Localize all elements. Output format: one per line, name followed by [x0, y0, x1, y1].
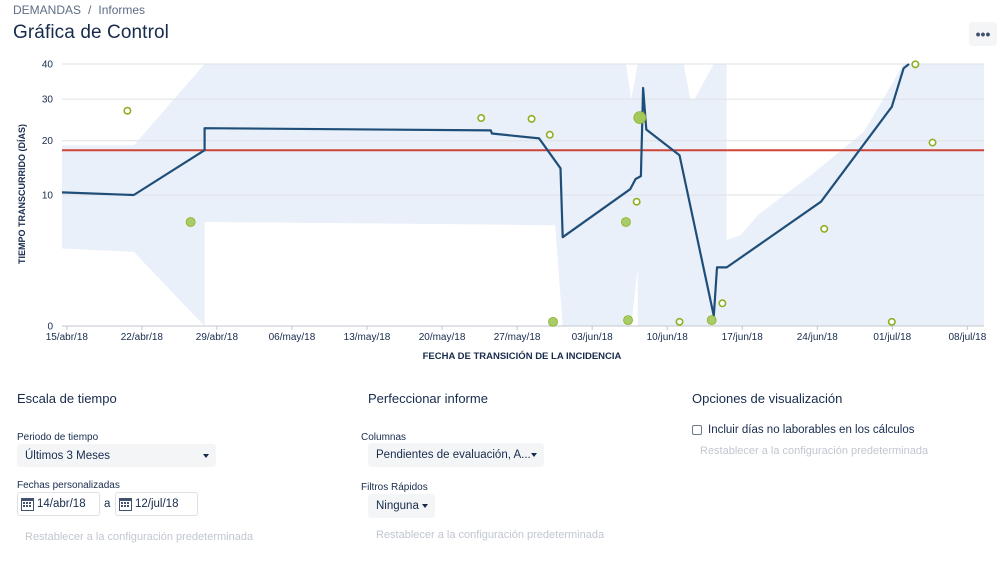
columns-select-value: Pendientes de evaluación, A...	[376, 449, 531, 461]
rolling-average-line	[61, 63, 910, 317]
issue-point	[911, 60, 920, 69]
custom-dates-label: Fechas personalizadas	[17, 480, 120, 491]
issue-point	[477, 114, 486, 123]
period-select-value: Últimos 3 Meses	[25, 449, 110, 462]
quick-filters-value: Ninguna	[376, 500, 419, 512]
display-options-title: Opciones de visualización	[692, 391, 843, 406]
issue-point	[632, 197, 641, 206]
quick-filters-select[interactable]: Ninguna	[368, 494, 435, 518]
non-working-days-label[interactable]: Incluir días no laborables en los cálcul…	[708, 424, 915, 436]
quick-filters-label: Filtros Rápidos	[361, 482, 428, 493]
chevron-down-icon	[531, 453, 537, 457]
issue-point	[706, 315, 717, 326]
time-scale-reset-link[interactable]: Restablecer a la configuración predeterm…	[25, 531, 254, 543]
issue-point	[928, 138, 937, 147]
chevron-down-icon	[422, 504, 428, 508]
calendar-icon[interactable]	[21, 497, 34, 511]
refine-report-title: Perfeccionar informe	[368, 391, 488, 406]
issue-point	[675, 317, 684, 326]
date-range-separator: a	[104, 498, 111, 510]
display-reset-link[interactable]: Restablecer a la configuración predeterm…	[700, 445, 929, 457]
x-tick-label: 10/jun/18	[647, 332, 689, 343]
control-chart: 0 10 20 30 40 15/abr/18 22/abr/18 29/abr/18 06/m…	[0, 56, 999, 366]
x-tick-label: 01/jul/18	[873, 332, 911, 343]
issue-point	[820, 224, 829, 233]
y-tick-label: 40	[42, 60, 54, 71]
y-axis-label: TIEMPO TRANSCURRIDO (DÍAS)	[17, 124, 27, 264]
y-tick-label: 30	[42, 95, 54, 106]
x-tick-label: 24/jun/18	[797, 332, 839, 343]
columns-select[interactable]: Pendientes de evaluación, A...	[368, 443, 544, 467]
date-from-value: 14/abr/18	[37, 498, 86, 510]
issue-point	[718, 299, 727, 308]
issue-point	[623, 315, 633, 326]
chart-tick-labels: 0 10 20 30 40 15/abr/18 22/abr/18 29/abr/18 06/m…	[42, 60, 987, 344]
more-actions-button[interactable]: •••	[969, 22, 997, 46]
breadcrumb: DEMANDAS / Informes	[13, 3, 145, 17]
y-tick-label: 10	[42, 191, 54, 202]
issue-point	[887, 317, 896, 326]
period-select[interactable]: Últimos 3 Meses	[17, 444, 216, 467]
breadcrumb-project-link[interactable]: DEMANDAS	[13, 3, 82, 17]
x-tick-label: 08/jul/18	[948, 332, 986, 343]
issue-point	[185, 217, 196, 227]
x-tick-label: 29/abr/18	[196, 332, 239, 343]
x-tick-label: 03/jun/18	[572, 332, 614, 343]
x-tick-label: 06/may/18	[269, 332, 316, 343]
y-tick-label: 0	[47, 322, 53, 333]
columns-label: Columnas	[361, 432, 407, 443]
date-to-input[interactable]: 12/jul/18	[115, 492, 198, 516]
x-tick-label: 17/jun/18	[722, 332, 764, 343]
x-axis-label: FECHA DE TRANSICIÓN DE LA INCIDENCIA	[423, 350, 622, 362]
page-title: Gráfica de Control	[13, 22, 169, 43]
y-tick-label: 20	[42, 136, 54, 147]
chart-gridlines	[62, 63, 984, 330]
breadcrumb-page-link[interactable]: Informes	[98, 3, 146, 17]
issue-point	[545, 130, 554, 139]
non-working-days-checkbox[interactable]	[692, 425, 702, 435]
issue-point	[527, 114, 536, 123]
time-scale-title: Escala de tiempo	[17, 391, 117, 406]
x-tick-label: 13/may/18	[344, 332, 391, 343]
issue-points	[123, 60, 937, 327]
refine-reset-link[interactable]: Restablecer a la configuración predeterm…	[376, 529, 605, 541]
period-label: Periodo de tiempo	[17, 432, 99, 443]
issue-point	[621, 217, 631, 227]
x-tick-label: 22/abr/18	[121, 332, 164, 343]
control-chart-svg: 0 10 20 30 40 15/abr/18 22/abr/18 29/abr/18 06/m…	[17, 60, 987, 363]
issue-point	[548, 316, 558, 327]
issue-point	[633, 111, 647, 125]
date-from-input[interactable]: 14/abr/18	[17, 492, 100, 516]
date-to-value: 12/jul/18	[135, 498, 179, 510]
chevron-down-icon	[203, 453, 209, 458]
calendar-icon[interactable]	[119, 497, 132, 511]
x-tick-label: 15/abr/18	[46, 332, 89, 343]
x-tick-label: 20/may/18	[419, 332, 466, 343]
rolling-average-path	[61, 63, 910, 317]
x-tick-label: 27/may/18	[494, 332, 541, 343]
breadcrumb-separator: /	[88, 3, 92, 17]
issue-point	[123, 106, 132, 115]
